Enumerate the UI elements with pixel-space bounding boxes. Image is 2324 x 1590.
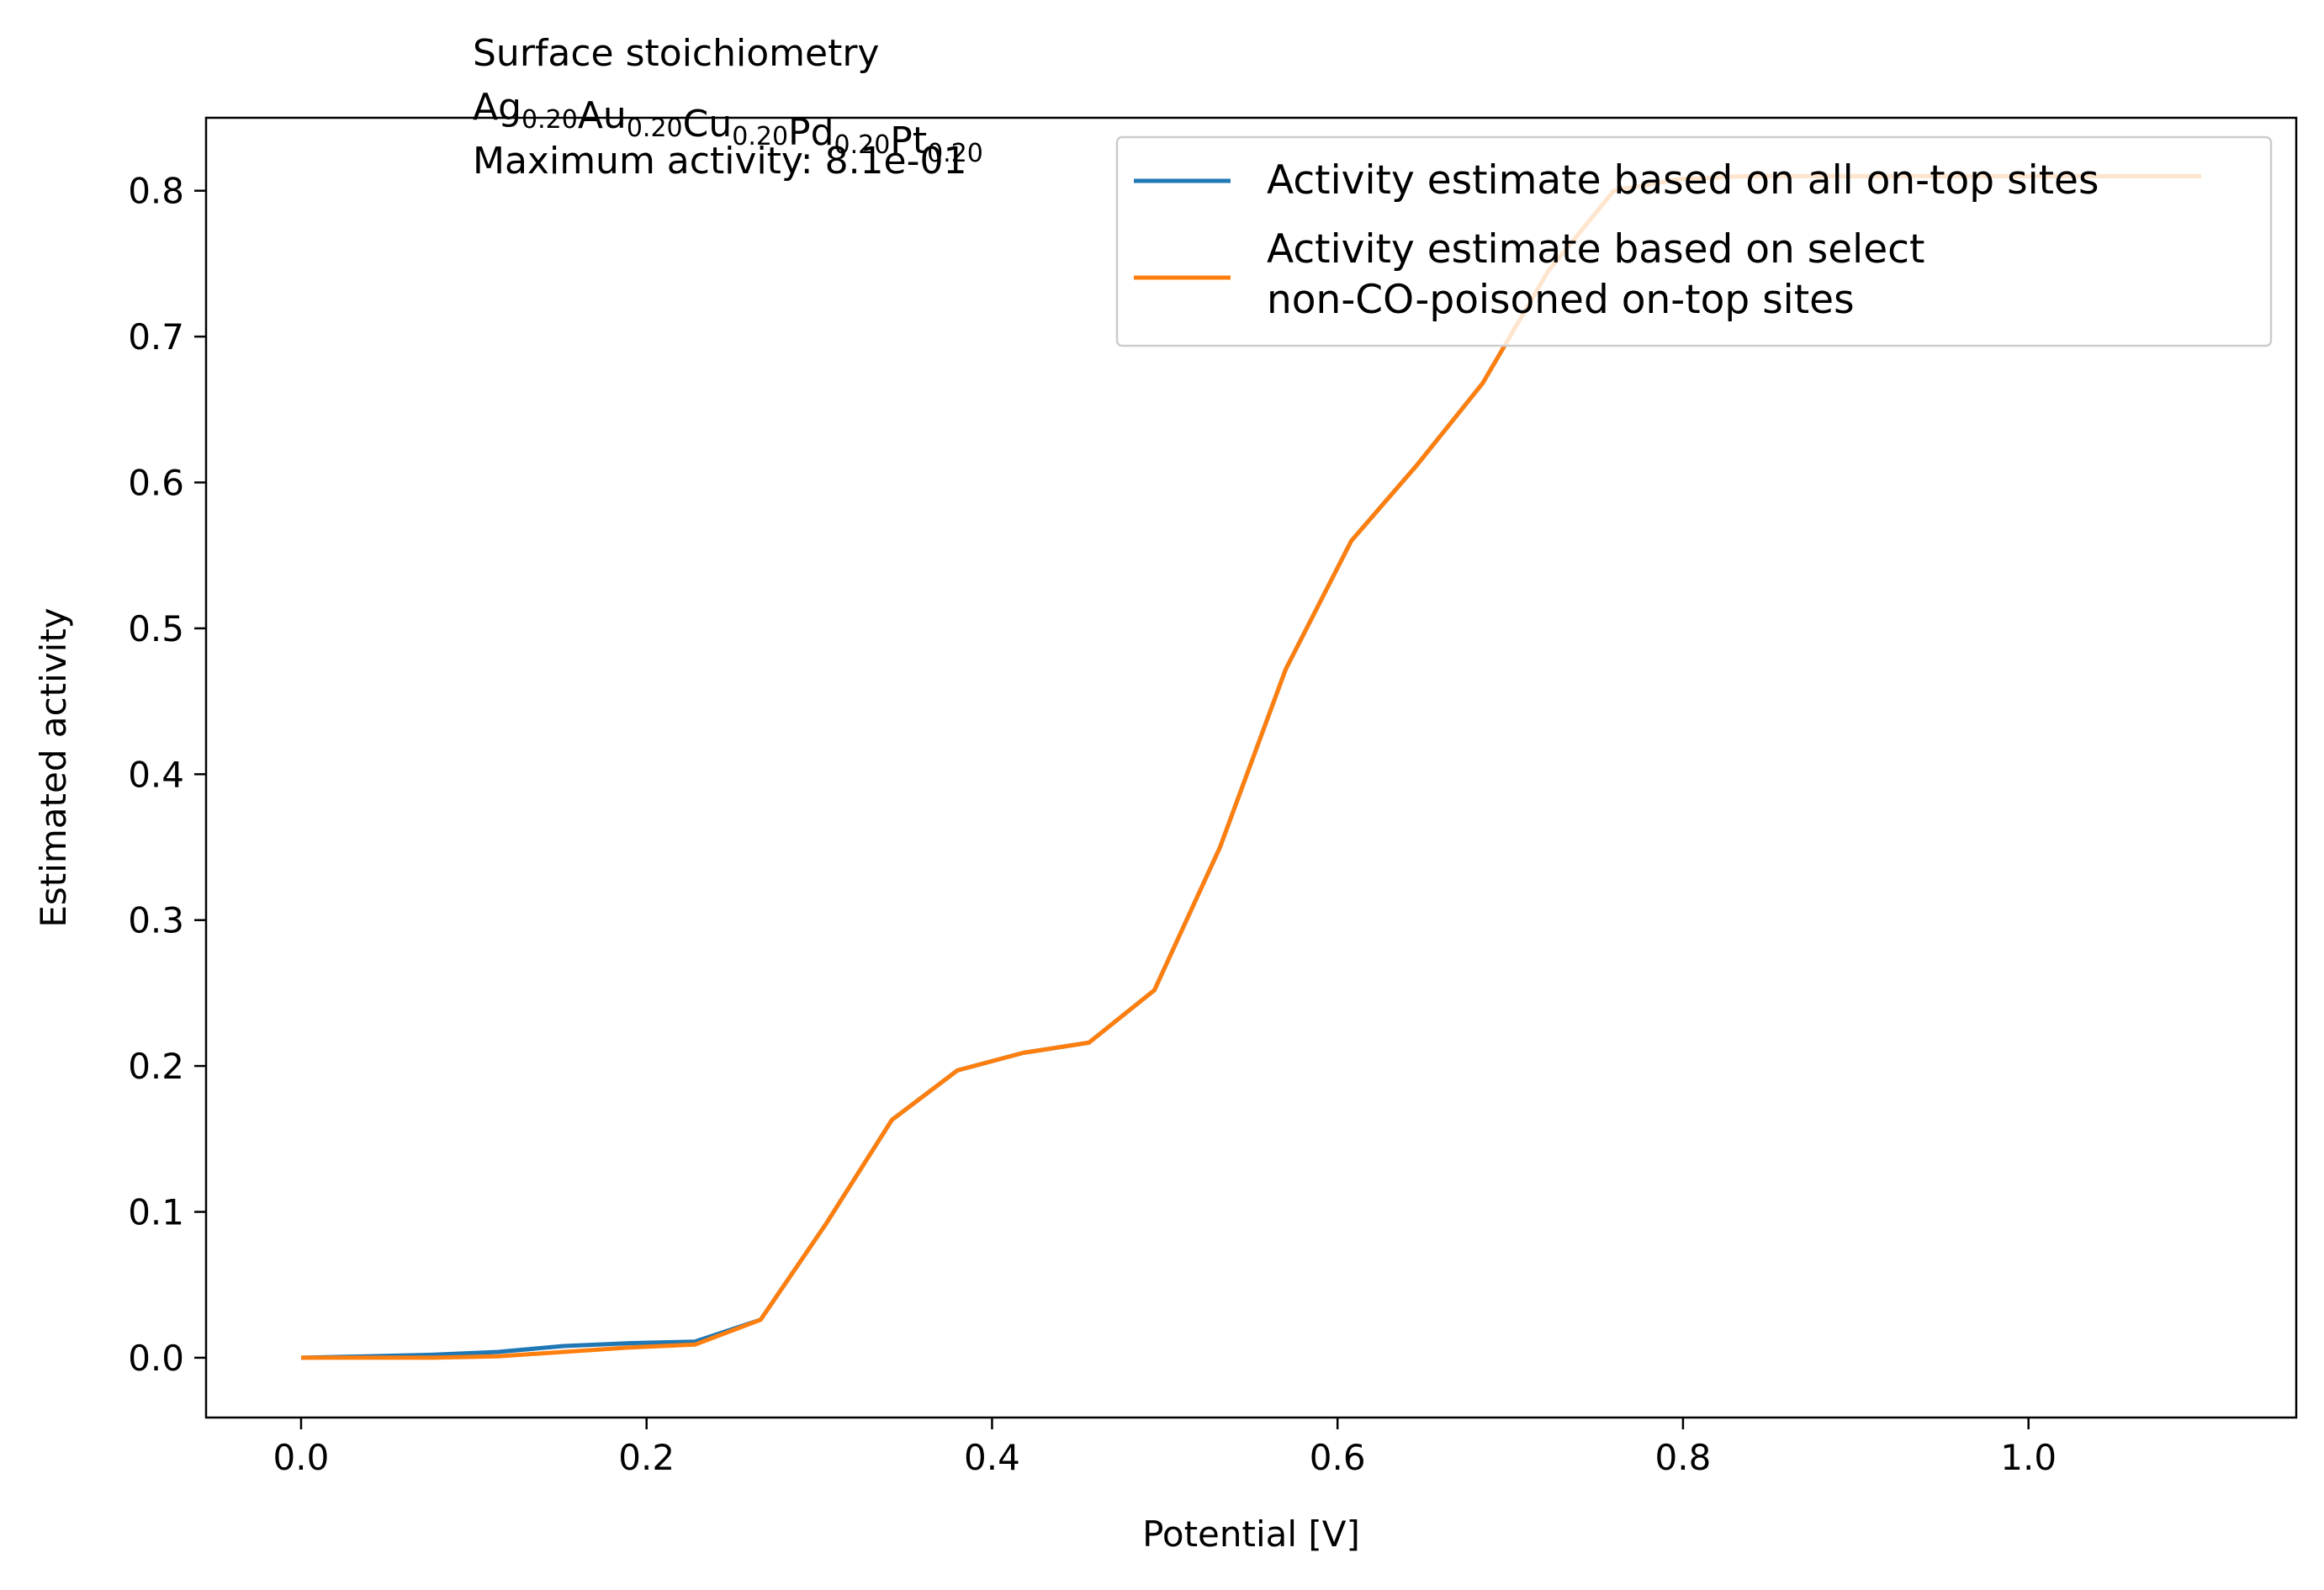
y-tick-label: 0.8 [128,171,184,212]
formula-subscript: 0.20 [927,139,983,168]
y-tick-label: 0.1 [128,1192,184,1233]
y-tick-label: 0.7 [128,316,184,358]
legend: Activity estimate based on all on-top si… [1115,135,2273,347]
y-tick-label: 0.3 [128,900,184,941]
y-axis-ticks: 0.0 0.1 0.2 0.3 0.4 0.5 0.6 0.7 0.8 [128,171,206,1379]
legend-label-line: non-CO-poisoned on-top sites [1267,277,1855,323]
y-tick-label: 0.6 [128,463,184,504]
x-tick-label: 0.0 [273,1437,330,1478]
formula-element: Cu [683,103,733,146]
annotation-formula: Ag0.20Au0.20Cu0.20Pd0.20Pt0.20 [473,86,983,168]
annotation-title: Surface stoichiometry [473,32,879,75]
legend-box [1115,135,2273,347]
y-axis-label: Estimated activity [33,607,74,927]
formula-element: Ag [473,86,521,129]
formula-subscript: 0.20 [834,130,891,160]
y-tick-label: 0.0 [128,1338,184,1379]
y-tick-label: 0.4 [128,754,184,795]
x-tick-label: 1.0 [2000,1437,2057,1478]
x-axis-ticks: 0.0 0.2 0.4 0.6 0.8 1.0 [273,1418,2057,1478]
y-tick-label: 0.2 [128,1046,184,1087]
x-tick-label: 0.4 [964,1437,1020,1478]
formula-element: Pt [890,119,927,162]
annotation-max-activity: Maximum activity: 8.1e-01 [473,140,967,183]
legend-label-select-sites: Activity estimate based on select non-CO-… [1267,226,1924,323]
formula-subscript: 0.20 [732,122,788,151]
formula-element: Au [578,94,627,137]
x-axis-label: Potential [V] [1142,1513,1360,1555]
x-tick-label: 0.6 [1310,1437,1366,1478]
stoichiometry-annotation: Surface stoichiometry Ag0.20Au0.20Cu0.20… [473,32,983,183]
x-tick-label: 0.2 [618,1437,675,1478]
formula-subscript: 0.20 [627,114,683,143]
axes-frame [204,116,2298,1419]
y-tick-label: 0.5 [128,608,184,649]
formula-subscript: 0.20 [521,105,578,135]
legend-label-line: Activity estimate based on all on-top si… [1267,157,2099,204]
formula-element: Pd [788,111,834,154]
legend-label-line: Activity estimate based on select [1267,226,1924,273]
legend-label-all-sites: Activity estimate based on all on-top si… [1267,157,2099,204]
plot-area [204,116,2298,1419]
x-tick-label: 0.8 [1655,1437,1712,1478]
